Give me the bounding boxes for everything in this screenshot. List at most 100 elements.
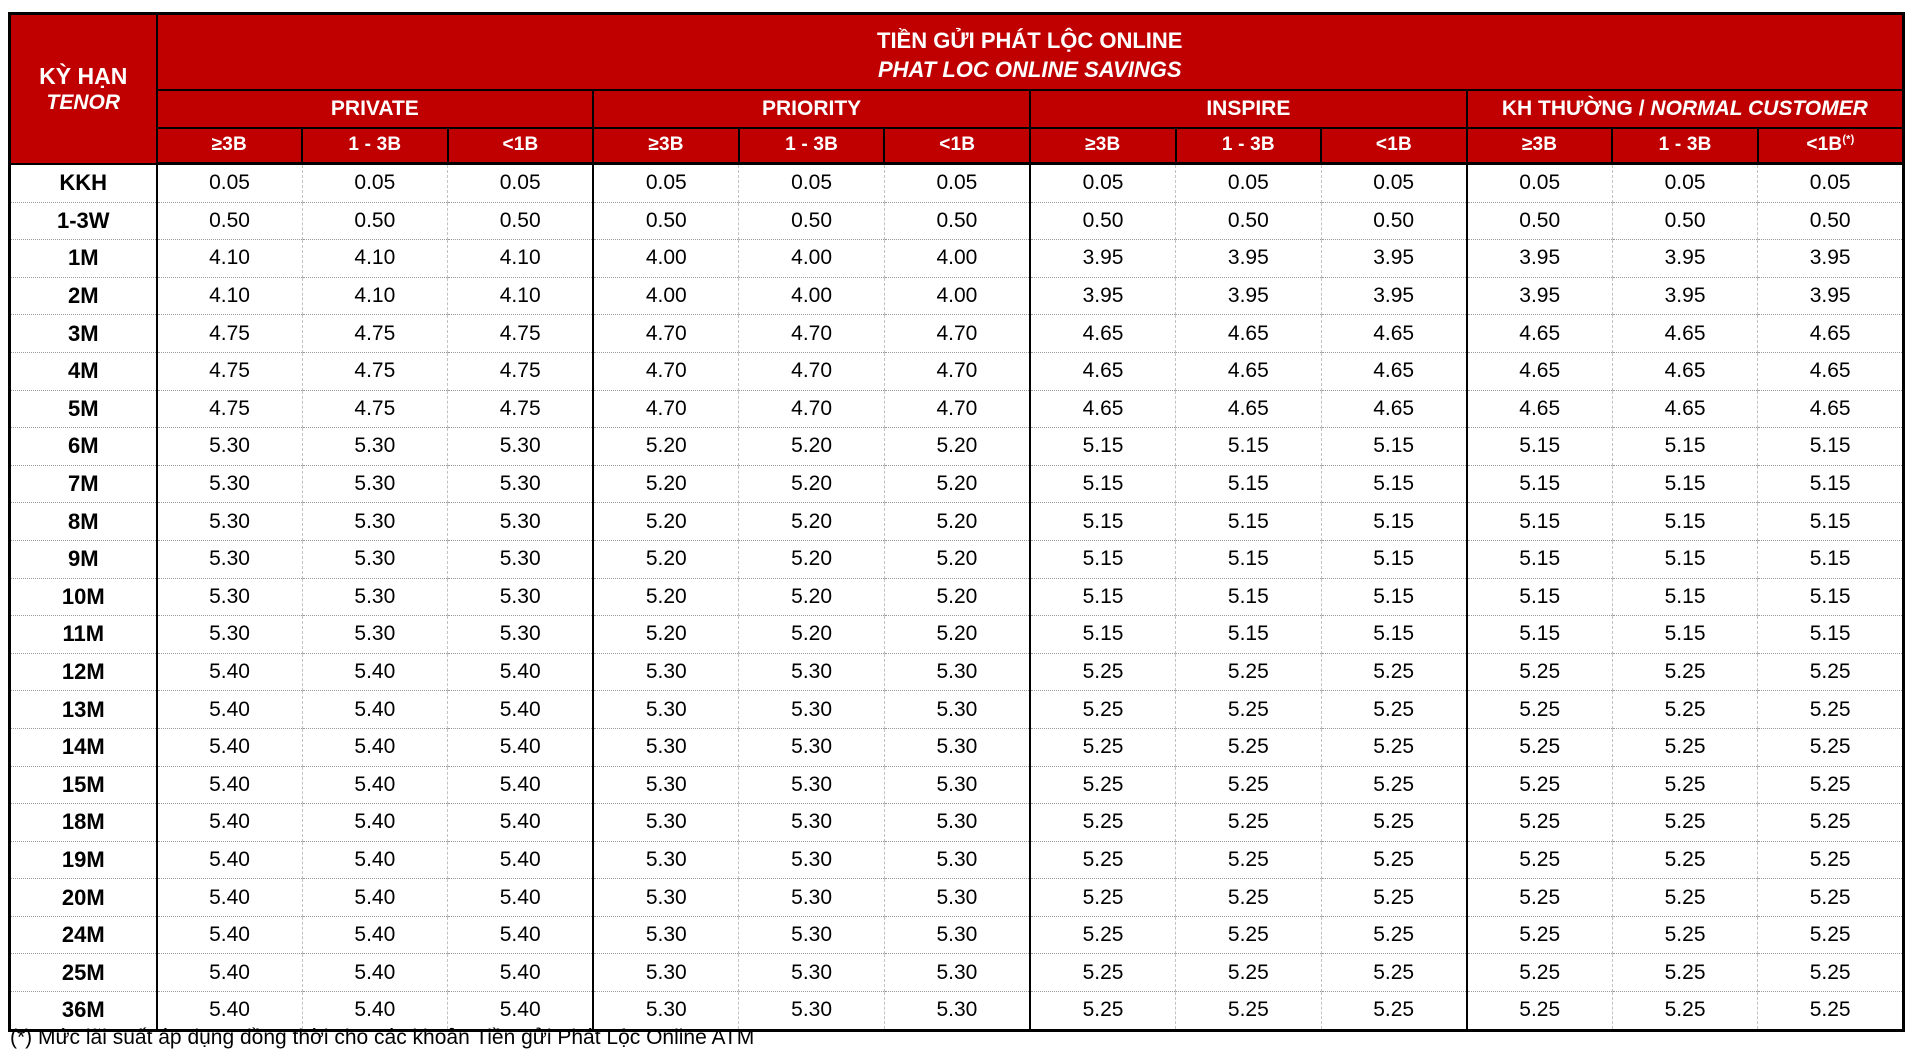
rate-row: 1M 4.10 4.10 4.10 4.00 4.00 4.00 3.95 3.95 3.95 3.… [9, 239, 1905, 278]
group-header-normal-customer: KH THƯỜNG / NORMAL CUSTOMER [1465, 88, 1905, 129]
rate-cell: 3.95 [1321, 277, 1468, 316]
rate-cell: 5.20 [884, 465, 1031, 504]
rate-cell: 4.10 [302, 239, 449, 278]
rate-cell: 5.25 [1321, 841, 1468, 880]
rate-cell: 5.20 [884, 502, 1031, 541]
rate-cell: 4.00 [884, 277, 1031, 316]
rate-cell: 0.05 [1466, 163, 1613, 203]
rate-cell: 0.50 [884, 202, 1031, 241]
rate-row: 8M 5.30 5.30 5.30 5.20 5.20 5.20 5.15 5.15 5.15 5.… [9, 502, 1905, 541]
tenor-cell: 7M [9, 465, 158, 504]
rate-cell: 4.65 [1466, 314, 1613, 353]
rate-cell: 5.40 [302, 728, 449, 767]
rate-cell: 5.25 [1757, 690, 1905, 729]
rate-cell: 4.70 [884, 390, 1031, 429]
rate-cell: 5.30 [593, 766, 740, 805]
subcol-header: 1 - 3B [737, 126, 886, 165]
rate-cell: 4.65 [1175, 314, 1322, 353]
rate-cell: 4.65 [1757, 352, 1905, 391]
rate-cell: 5.30 [884, 653, 1031, 692]
rate-cell: 4.65 [1466, 352, 1613, 391]
rate-cell: 5.25 [1321, 690, 1468, 729]
rate-cell: 5.30 [593, 653, 740, 692]
rate-cell: 5.30 [593, 878, 740, 917]
rate-cell: 5.15 [1029, 465, 1177, 504]
rate-cell: 3.95 [1466, 239, 1613, 278]
rate-cell: 5.40 [156, 953, 303, 993]
rate-cell: 3.95 [1029, 277, 1177, 316]
rate-cell: 5.25 [1612, 803, 1759, 842]
rate-cell: 0.50 [593, 202, 740, 241]
rate-cell: 5.25 [1757, 653, 1905, 692]
rate-cell: 5.30 [447, 465, 595, 504]
rate-cell: 4.65 [1612, 352, 1759, 391]
rate-cell: 5.25 [1175, 916, 1322, 955]
tenor-cell: 1-3W [9, 202, 158, 241]
rate-cell: 5.30 [156, 465, 303, 504]
rate-cell: 5.40 [156, 916, 303, 955]
rate-cell: 5.15 [1029, 540, 1177, 579]
group-header-priority: PRIORITY [592, 88, 1031, 129]
rate-cell: 5.15 [1321, 578, 1468, 617]
rate-cell: 5.30 [156, 540, 303, 579]
rate-cell: 5.15 [1029, 502, 1177, 541]
rate-cell: 4.10 [156, 239, 303, 278]
rate-cell: 5.20 [593, 502, 740, 541]
rate-cell: 0.50 [1029, 202, 1177, 241]
rate-cell: 5.25 [1321, 916, 1468, 955]
rate-cell: 5.15 [1466, 578, 1613, 617]
subcol-header: ≥3B [1028, 126, 1177, 165]
rate-cell: 5.25 [1466, 690, 1613, 729]
rate-cell: 5.40 [156, 766, 303, 805]
rate-cell: 5.15 [1321, 615, 1468, 654]
tenor-cell: 12M [9, 653, 158, 692]
rate-cell: 5.40 [447, 841, 595, 880]
rate-cell: 5.25 [1175, 878, 1322, 917]
rate-cell: 5.25 [1175, 766, 1322, 805]
tenor-cell: 18M [9, 803, 158, 842]
rate-cell: 3.95 [1466, 277, 1613, 316]
rate-cell: 4.65 [1757, 390, 1905, 429]
rate-row: 2M 4.10 4.10 4.10 4.00 4.00 4.00 3.95 3.95 3.95 3.… [9, 277, 1905, 316]
rate-cell: 5.30 [302, 578, 449, 617]
rate-cell: 5.15 [1466, 502, 1613, 541]
rate-cell: 5.40 [302, 878, 449, 917]
rate-cell: 4.65 [1757, 314, 1905, 353]
rate-cell: 5.15 [1175, 615, 1322, 654]
rate-cell: 0.50 [447, 202, 595, 241]
rate-cell: 4.10 [447, 239, 595, 278]
rate-cell: 5.25 [1466, 766, 1613, 805]
rate-row: 14M 5.40 5.40 5.40 5.30 5.30 5.30 5.25 5.25 5.25 5… [9, 728, 1905, 767]
rate-row: 12M 5.40 5.40 5.40 5.30 5.30 5.30 5.25 5.25 5.25 5… [9, 653, 1905, 692]
rate-cell: 5.40 [302, 841, 449, 880]
rate-cell: 5.30 [884, 690, 1031, 729]
table-title-vi: TIỀN GỬI PHÁT LỘC ONLINE [877, 27, 1183, 53]
rate-cell: 0.50 [738, 202, 885, 241]
rate-cell: 0.50 [1175, 202, 1322, 241]
rate-cell: 5.25 [1612, 841, 1759, 880]
rate-cell: 5.30 [593, 690, 740, 729]
rate-row: 9M 5.30 5.30 5.30 5.20 5.20 5.20 5.15 5.15 5.15 5.… [9, 540, 1905, 579]
rate-cell: 5.40 [156, 690, 303, 729]
rate-cell: 5.40 [156, 728, 303, 767]
rate-cell: 5.25 [1612, 878, 1759, 917]
rate-row: 24M 5.40 5.40 5.40 5.30 5.30 5.30 5.25 5.25 5.25 5… [9, 916, 1905, 955]
rate-table-body: KKH 0.05 0.05 0.05 0.05 0.05 0.05 0.05 0.05 0.05 0… [9, 163, 1905, 1032]
rate-cell: 5.25 [1321, 728, 1468, 767]
rate-cell: 5.30 [884, 803, 1031, 842]
rate-cell: 5.25 [1029, 953, 1177, 993]
rate-cell: 5.25 [1612, 916, 1759, 955]
table-title-en: PHAT LOC ONLINE SAVINGS [877, 56, 1182, 82]
rate-cell: 4.70 [593, 314, 740, 353]
group-header-row: PRIVATE PRIORITY INSPIRE KH THƯỜNG / NOR… [10, 88, 1905, 129]
rate-cell: 5.30 [156, 615, 303, 654]
rate-cell: 5.25 [1321, 991, 1468, 1032]
rate-cell: 5.20 [738, 578, 885, 617]
rate-cell: 5.20 [593, 615, 740, 654]
rate-cell: 0.50 [1612, 202, 1759, 241]
subcol-header: 1 - 3B [301, 126, 449, 165]
rate-cell: 4.00 [884, 239, 1031, 278]
rate-cell: 5.15 [1029, 615, 1177, 654]
rate-cell: 5.15 [1175, 427, 1322, 466]
